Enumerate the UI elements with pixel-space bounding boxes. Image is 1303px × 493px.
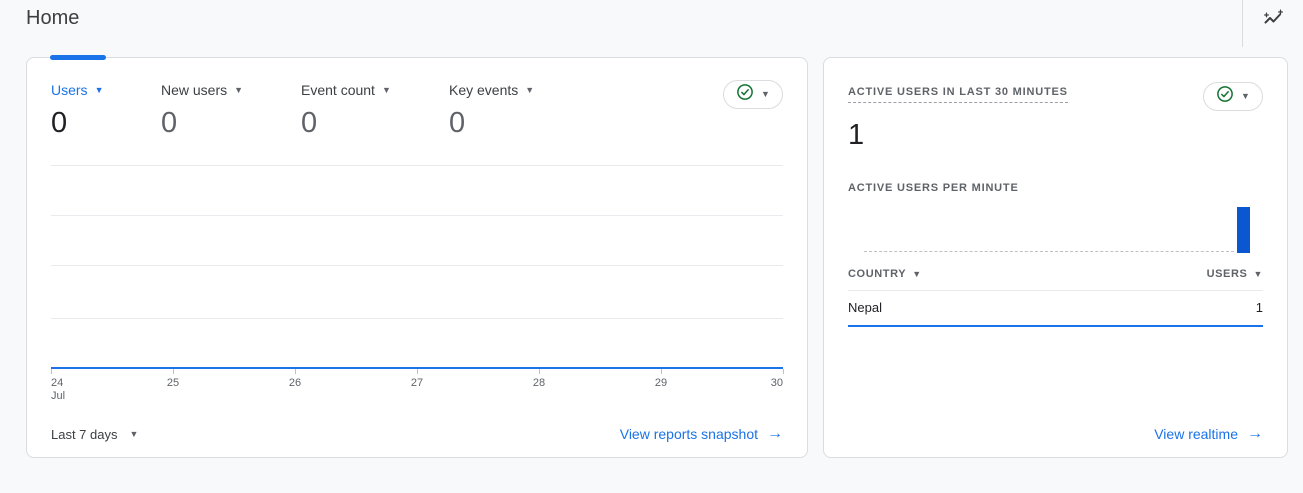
realtime-card: ACTIVE USERS IN LAST 30 MINUTES ▼ 1 ACTI… bbox=[823, 57, 1288, 458]
gridline bbox=[51, 165, 783, 166]
date-range-label: Last 7 days bbox=[51, 426, 118, 442]
users-column-header[interactable]: USERS ▼ bbox=[1206, 268, 1263, 280]
view-realtime-link[interactable]: View realtime → bbox=[1154, 425, 1263, 443]
data-quality-badge[interactable]: ▼ bbox=[723, 80, 783, 109]
x-axis-label: 30 bbox=[770, 377, 783, 389]
realtime-card-header: ACTIVE USERS IN LAST 30 MINUTES ▼ bbox=[848, 82, 1263, 111]
active-users-per-minute-chart bbox=[864, 206, 1250, 253]
metric-tab-key-events[interactable]: Key events ▼ 0 bbox=[449, 82, 534, 140]
metric-value: 0 bbox=[161, 107, 178, 139]
metric-tab-new-users[interactable]: New users ▼ 0 bbox=[161, 82, 301, 140]
x-axis-labels: 24 Jul 25 26 27 28 29 30 bbox=[51, 377, 783, 405]
table-header: COUNTRY ▼ USERS ▼ bbox=[848, 268, 1263, 291]
realtime-country-table: COUNTRY ▼ USERS ▼ Nepal 1 bbox=[848, 268, 1263, 327]
insights-button[interactable] bbox=[1259, 6, 1287, 34]
x-axis-tick bbox=[539, 369, 540, 374]
active-users-count: 1 bbox=[848, 119, 865, 151]
x-axis-label: 27 bbox=[410, 377, 424, 389]
data-quality-badge[interactable]: ▼ bbox=[1203, 82, 1263, 111]
metric-label: New users bbox=[161, 82, 228, 98]
realtime-card-footer: View realtime → bbox=[1154, 425, 1263, 443]
gridline bbox=[51, 265, 783, 266]
metric-label: Users bbox=[51, 82, 88, 98]
x-axis-tick bbox=[660, 369, 662, 374]
metric-tabs: Users ▼ 0 New users ▼ 0 Event count ▼ 0 bbox=[51, 82, 783, 140]
check-circle-icon bbox=[1216, 85, 1234, 108]
country-cell: Nepal bbox=[848, 300, 882, 315]
chart-baseline bbox=[864, 251, 1234, 252]
country-column-header[interactable]: COUNTRY ▼ bbox=[848, 268, 922, 280]
chevron-down-icon: ▼ bbox=[1253, 268, 1263, 279]
active-tab-indicator bbox=[50, 55, 106, 60]
arrow-right-icon: → bbox=[767, 425, 783, 442]
overview-card: Users ▼ 0 New users ▼ 0 Event count ▼ 0 bbox=[26, 55, 808, 458]
view-reports-snapshot-link[interactable]: View reports snapshot → bbox=[619, 425, 783, 443]
users-cell: 1 bbox=[1255, 300, 1263, 315]
date-range-selector[interactable]: Last 7 days ▼ bbox=[51, 427, 138, 442]
x-axis-label: 28 bbox=[532, 377, 546, 389]
x-axis-tick bbox=[173, 369, 174, 374]
chevron-down-icon: ▼ bbox=[234, 84, 244, 95]
active-users-bar bbox=[1237, 207, 1250, 253]
check-circle-icon bbox=[736, 83, 754, 106]
gridline bbox=[51, 318, 783, 319]
x-axis-tick bbox=[417, 369, 418, 374]
cards-row: Users ▼ 0 New users ▼ 0 Event count ▼ 0 bbox=[0, 48, 1303, 458]
active-users-per-minute-label: ACTIVE USERS PER MINUTE bbox=[848, 182, 1019, 194]
gridline bbox=[51, 215, 783, 216]
chevron-down-icon: ▼ bbox=[761, 89, 770, 99]
metric-value: 0 bbox=[51, 107, 68, 139]
x-axis-tick bbox=[783, 369, 784, 374]
chevron-down-icon: ▼ bbox=[94, 84, 104, 95]
active-users-30min-title: ACTIVE USERS IN LAST 30 MINUTES bbox=[848, 86, 1068, 103]
overview-card-footer: Last 7 days ▼ View reports snapshot → bbox=[51, 425, 783, 443]
metric-tab-event-count[interactable]: Event count ▼ 0 bbox=[301, 82, 449, 140]
header-actions bbox=[1242, 0, 1303, 47]
chevron-down-icon: ▼ bbox=[129, 428, 139, 439]
x-axis-label: 24 Jul bbox=[51, 377, 66, 402]
metric-tab-users[interactable]: Users ▼ 0 bbox=[51, 82, 161, 140]
page-title: Home bbox=[26, 7, 80, 29]
chevron-down-icon: ▼ bbox=[1241, 91, 1250, 101]
metric-label: Event count bbox=[301, 82, 375, 98]
metric-value: 0 bbox=[449, 107, 466, 139]
chevron-down-icon: ▼ bbox=[912, 268, 922, 279]
chevron-down-icon: ▼ bbox=[381, 84, 391, 95]
x-axis-month-label: Jul bbox=[51, 390, 66, 402]
chevron-down-icon: ▼ bbox=[525, 84, 535, 95]
x-axis-tick bbox=[51, 369, 52, 374]
x-axis-label: 26 bbox=[288, 377, 302, 389]
arrow-right-icon: → bbox=[1247, 425, 1263, 442]
x-axis-tick bbox=[294, 369, 296, 374]
metric-value: 0 bbox=[301, 107, 318, 139]
table-row: Nepal 1 bbox=[848, 291, 1263, 327]
app-header: Home bbox=[0, 0, 1303, 48]
x-axis-label: 29 bbox=[654, 377, 668, 389]
users-line-chart bbox=[51, 165, 784, 374]
insights-icon bbox=[1261, 6, 1285, 35]
metric-label: Key events bbox=[449, 82, 519, 98]
x-axis-label: 25 bbox=[166, 377, 180, 389]
